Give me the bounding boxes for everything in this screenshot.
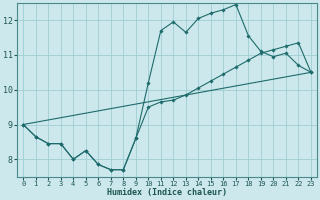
X-axis label: Humidex (Indice chaleur): Humidex (Indice chaleur): [107, 188, 227, 197]
